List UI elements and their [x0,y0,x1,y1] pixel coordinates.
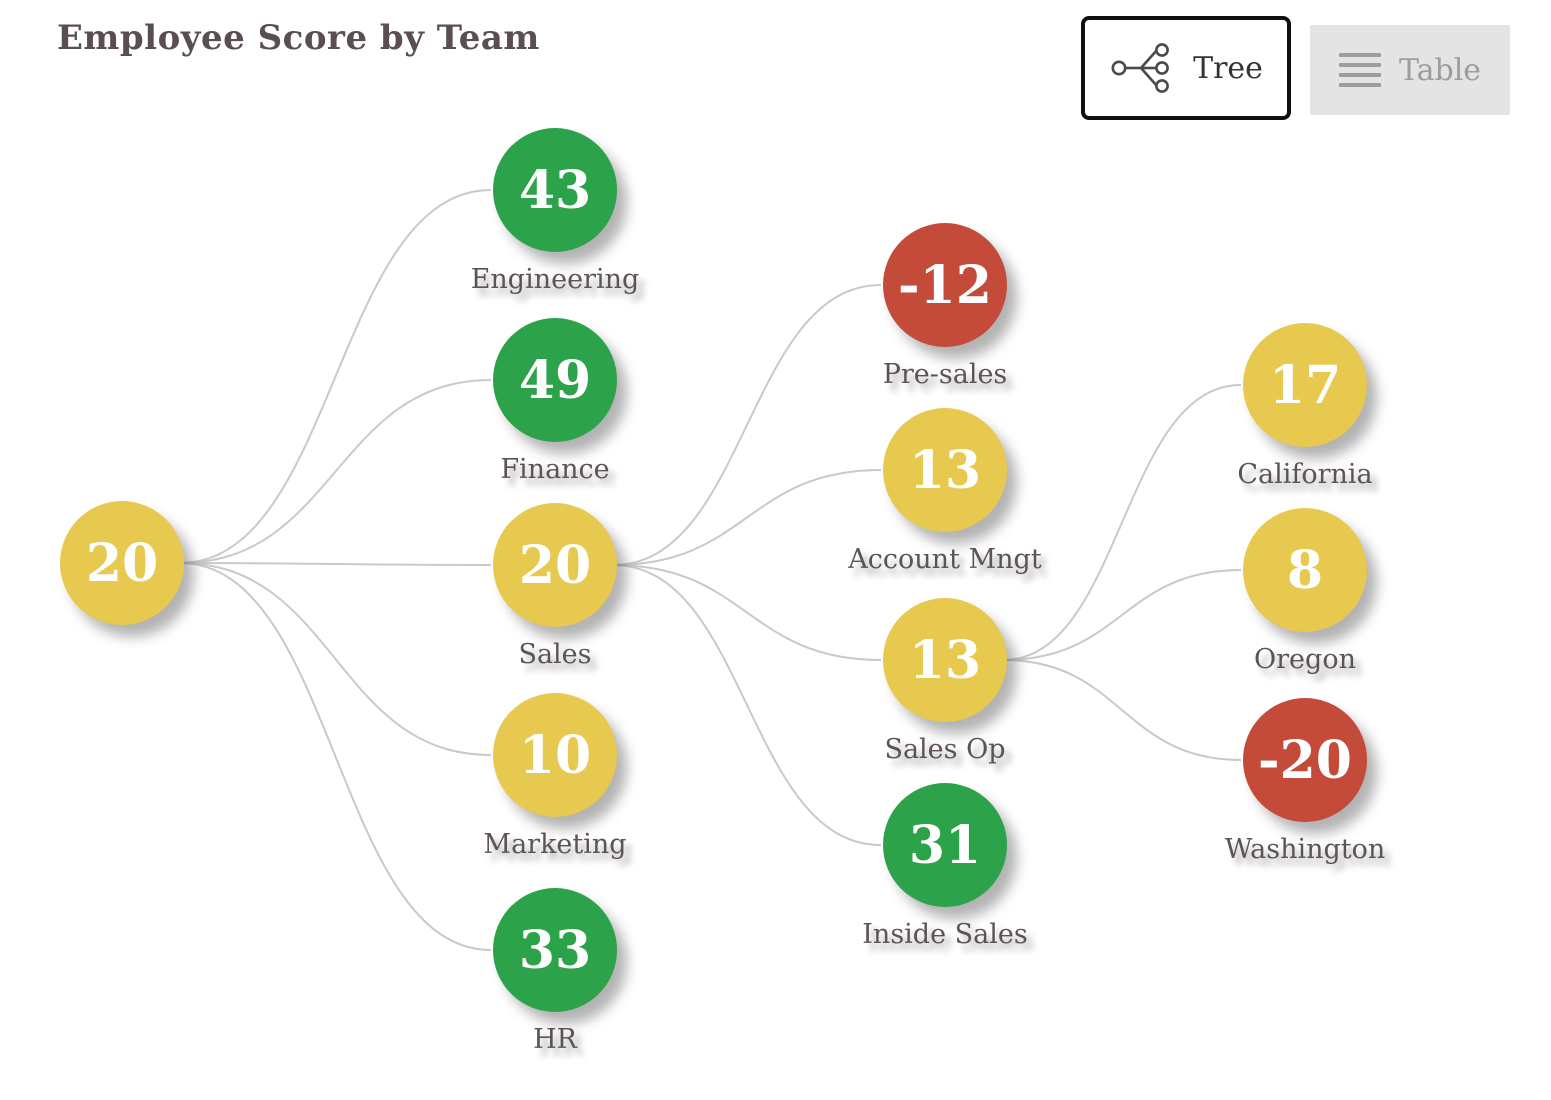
tree-node-label-finance: Finance [500,454,610,485]
tree-node-label-sales: Sales [518,639,592,670]
tree-node-sales-op[interactable]: 13 [883,598,1007,722]
tree-edge-root-marketing [179,562,492,756]
table-view-button[interactable]: Table [1310,25,1510,115]
tree-node-pre-sales[interactable]: -12 [883,223,1007,347]
tree-view-button[interactable]: Tree [1081,16,1291,120]
tree-edge-root-hr [179,562,492,951]
tree-node-label-washington: Washington [1224,834,1386,865]
tree-node-finance[interactable]: 49 [493,318,617,442]
tree-node-oregon[interactable]: 8 [1243,508,1367,632]
table-view-button-label: Table [1398,52,1482,88]
tree-edge-root-sales [179,562,492,566]
tree-node-hr[interactable]: 33 [493,888,617,1012]
tree-node-label-hr: HR [533,1024,577,1055]
tree-node-label-california: California [1237,459,1373,490]
tree-node-washington[interactable]: -20 [1243,698,1367,822]
tree-node-label-inside-sales: Inside Sales [862,919,1028,950]
tree-edge-root-finance [179,379,492,564]
table-icon [1338,53,1381,87]
tree-node-inside-sales[interactable]: 31 [883,783,1007,907]
tree-node-label-marketing: Marketing [483,829,627,860]
tree-view-button-label: Tree [1193,50,1263,86]
tree-edge-sales-pre-sales [612,284,882,566]
tree-node-label-oregon: Oregon [1254,644,1356,675]
tree-edge-sales-account-mngt [612,469,882,566]
tree-node-sales[interactable]: 20 [493,503,617,627]
tree-node-label-engineering: Engineering [470,264,640,295]
tree-node-marketing[interactable]: 10 [493,693,617,817]
tree-edge-sales-sales-op [612,564,882,661]
tree-node-account-mngt[interactable]: 13 [883,408,1007,532]
tree-edge-sales-op-washington [1002,659,1242,761]
tree-edge-sales-op-oregon [1002,569,1242,661]
tree-node-label-account-mngt: Account Mngt [848,544,1042,575]
page-title: Employee Score by Team [57,18,540,58]
tree-node-label-pre-sales: Pre-sales [882,359,1008,390]
tree-node-california[interactable]: 17 [1243,323,1367,447]
tree-node-label-sales-op: Sales Op [884,734,1006,765]
tree-icon [1109,41,1175,95]
tree-node-engineering[interactable]: 43 [493,128,617,252]
tree-edge-root-engineering [179,189,492,564]
tree-edge-sales-op-california [1002,384,1242,661]
tree-edge-sales-inside-sales [612,564,882,846]
tree-node-root[interactable]: 20 [60,501,184,625]
